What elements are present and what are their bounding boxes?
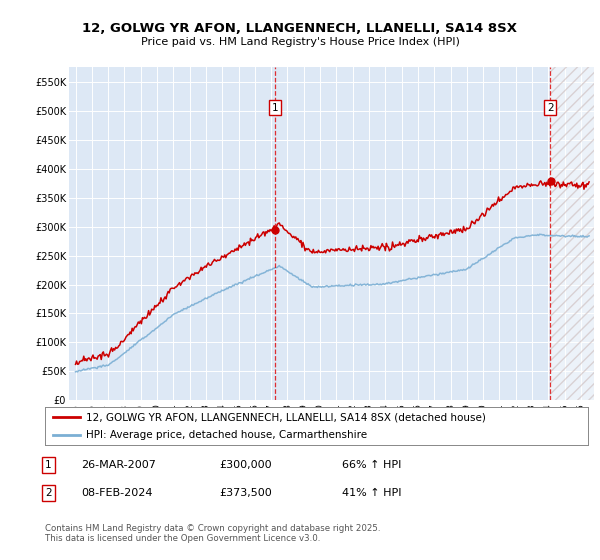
Text: 1: 1 xyxy=(45,460,52,470)
Text: Contains HM Land Registry data © Crown copyright and database right 2025.
This d: Contains HM Land Registry data © Crown c… xyxy=(45,524,380,543)
Bar xyxy=(550,64,597,400)
Text: £300,000: £300,000 xyxy=(219,460,272,470)
Text: 2: 2 xyxy=(547,103,554,113)
Text: HPI: Average price, detached house, Carmarthenshire: HPI: Average price, detached house, Carm… xyxy=(86,430,367,440)
Text: 66% ↑ HPI: 66% ↑ HPI xyxy=(342,460,401,470)
Text: 1: 1 xyxy=(272,103,278,113)
Text: Price paid vs. HM Land Registry's House Price Index (HPI): Price paid vs. HM Land Registry's House … xyxy=(140,37,460,47)
Text: £373,500: £373,500 xyxy=(219,488,272,498)
Text: 26-MAR-2007: 26-MAR-2007 xyxy=(81,460,156,470)
Text: 2: 2 xyxy=(45,488,52,498)
Text: 12, GOLWG YR AFON, LLANGENNECH, LLANELLI, SA14 8SX (detached house): 12, GOLWG YR AFON, LLANGENNECH, LLANELLI… xyxy=(86,412,485,422)
Text: 12, GOLWG YR AFON, LLANGENNECH, LLANELLI, SA14 8SX: 12, GOLWG YR AFON, LLANGENNECH, LLANELLI… xyxy=(83,22,517,35)
Text: 41% ↑ HPI: 41% ↑ HPI xyxy=(342,488,401,498)
Text: 08-FEB-2024: 08-FEB-2024 xyxy=(81,488,152,498)
